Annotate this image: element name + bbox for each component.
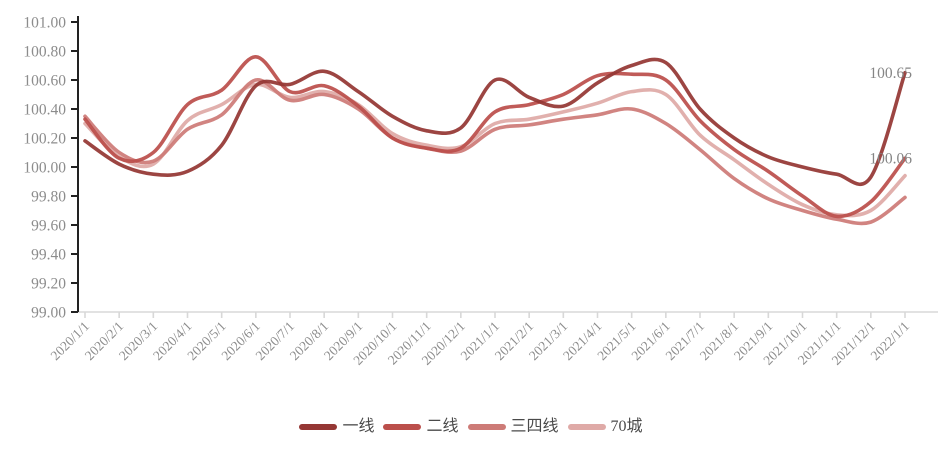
y-axis-tick-label: 100.00	[23, 160, 66, 177]
annotation-label: 100.65	[869, 65, 912, 82]
legend-item-2[interactable]: 三四线	[467, 418, 559, 435]
legend-swatch-icon	[299, 424, 338, 430]
series-line-1[interactable]	[83, 54, 907, 219]
x-axis-tick-label: 2022/1/1	[868, 319, 913, 364]
legend-swatch-icon	[567, 424, 606, 430]
legend-swatch-icon	[467, 424, 506, 430]
y-axis-tick-label: 99.40	[31, 247, 66, 264]
legend-item-3[interactable]: 70城	[567, 418, 643, 435]
legend-item-0[interactable]: 一线	[299, 419, 374, 435]
legend-item-label: 一线	[342, 418, 375, 435]
legend-item-label: 70城	[610, 418, 643, 435]
y-axis-tick-label: 99.60	[31, 218, 66, 235]
series-line-3[interactable]	[83, 82, 907, 218]
y-axis-tick-label: 101.00	[23, 15, 66, 32]
legend-item-label: 二线	[426, 418, 459, 435]
legend-item-1[interactable]: 二线	[383, 418, 459, 435]
series-line-0[interactable]	[83, 57, 907, 186]
legend-swatch-icon	[383, 424, 422, 430]
legend-item-label: 三四线	[510, 418, 559, 435]
y-axis-tick-label: 99.20	[31, 276, 66, 293]
chart-legend: 一线 二线 三四线 70城	[0, 419, 942, 435]
y-axis-tick-label: 99.80	[31, 189, 66, 206]
annotation-label: 100.06	[869, 150, 912, 167]
y-axis-tick-label: 100.60	[23, 73, 66, 90]
y-axis-tick-label: 100.40	[23, 102, 66, 119]
y-axis-tick-label: 99.00	[31, 305, 66, 322]
series-line-2[interactable]	[83, 78, 907, 226]
y-axis-tick-label: 100.80	[23, 44, 66, 61]
y-axis-tick-label: 100.20	[23, 131, 66, 148]
